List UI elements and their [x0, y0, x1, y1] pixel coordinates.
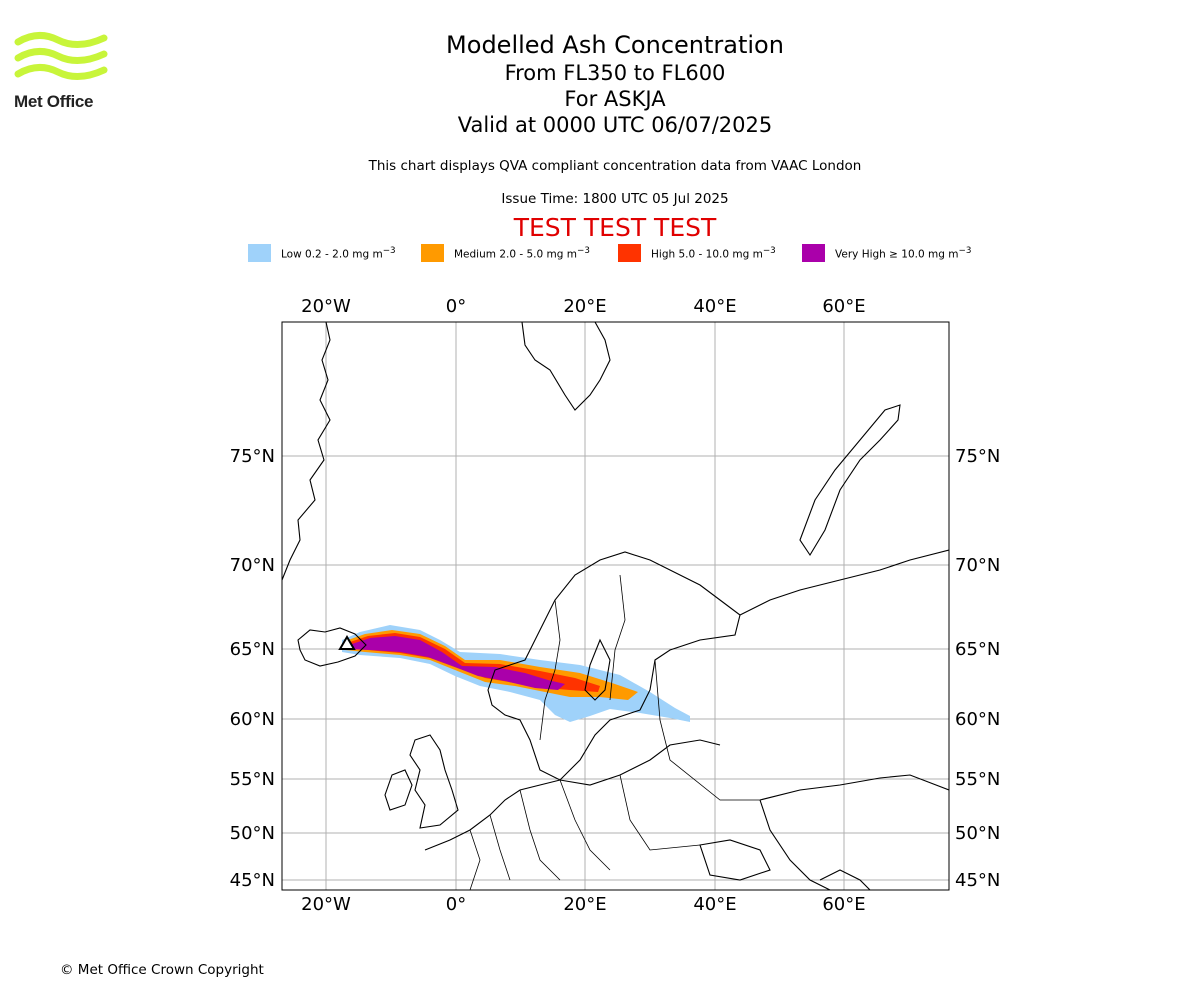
legend-label-low: Low 0.2 - 2.0 mg m	[281, 248, 383, 261]
map-gridlines	[282, 322, 949, 890]
lon-label-top: 0°	[446, 296, 466, 317]
lon-label-top: 20°W	[301, 296, 351, 317]
met-office-logo	[14, 32, 108, 80]
logo-text: Met Office	[14, 92, 94, 111]
test-banner: TEST TEST TEST	[513, 213, 717, 242]
lat-label-right: 50°N	[955, 823, 1000, 844]
coastlines	[282, 322, 949, 890]
valid-time: Valid at 0000 UTC 06/07/2025	[457, 113, 773, 137]
lat-label-right: 55°N	[955, 769, 1000, 790]
legend-swatch-low	[248, 244, 271, 262]
chart-title: Modelled Ash Concentration	[446, 31, 784, 59]
volcano-name: For ASKJA	[564, 87, 666, 111]
legend-label-medium: Medium 2.0 - 5.0 mg m	[454, 248, 577, 261]
lat-label-left: 55°N	[230, 769, 275, 790]
lat-label-left: 65°N	[230, 639, 275, 660]
legend-item-very-high: Very High ≥ 10.0 mg m−3	[802, 244, 971, 262]
lat-label-left: 60°N	[230, 709, 275, 730]
ash-very-high-region	[349, 636, 565, 690]
title-block: Modelled Ash Concentration From FL350 to…	[0, 30, 1200, 138]
lat-label-right: 60°N	[955, 709, 1000, 730]
lon-label-bottom: 0°	[446, 894, 466, 915]
legend-swatch-very-high	[802, 244, 825, 262]
data-source-note: This chart displays QVA compliant concen…	[368, 158, 862, 174]
lon-label-bottom: 40°E	[693, 894, 736, 915]
issue-time: Issue Time: 1800 UTC 05 Jul 2025	[501, 191, 729, 207]
legend-swatch-medium	[421, 244, 444, 262]
lat-label-left: 45°N	[230, 870, 275, 891]
lat-label-left: 50°N	[230, 823, 275, 844]
lat-label-right: 75°N	[955, 446, 1000, 467]
legend-item-medium: Medium 2.0 - 5.0 mg m−3	[421, 244, 590, 262]
lon-label-top: 60°E	[822, 296, 865, 317]
legend-label-very-high: Very High ≥ 10.0 mg m	[835, 248, 959, 261]
lat-label-left: 75°N	[230, 446, 275, 467]
copyright-notice: © Met Office Crown Copyright	[60, 962, 264, 978]
legend-item-high: High 5.0 - 10.0 mg m−3	[618, 244, 776, 262]
lon-label-top: 40°E	[693, 296, 736, 317]
legend-swatch-high	[618, 244, 641, 262]
map-frame	[281, 321, 950, 891]
lat-label-right: 45°N	[955, 870, 1000, 891]
lon-label-bottom: 60°E	[822, 894, 865, 915]
lat-label-right: 65°N	[955, 639, 1000, 660]
lon-label-bottom: 20°W	[301, 894, 351, 915]
lon-label-bottom: 20°E	[563, 894, 606, 915]
country-borders	[469, 574, 760, 890]
legend-label-high: High 5.0 - 10.0 mg m	[651, 248, 763, 261]
legend-item-low: Low 0.2 - 2.0 mg m−3	[248, 244, 396, 262]
flight-levels: From FL350 to FL600	[504, 61, 726, 85]
volcano-marker-icon	[338, 635, 356, 650]
lat-label-left: 70°N	[230, 555, 275, 576]
ash-plume	[342, 625, 690, 722]
lat-label-right: 70°N	[955, 555, 1000, 576]
lon-label-top: 20°E	[563, 296, 606, 317]
